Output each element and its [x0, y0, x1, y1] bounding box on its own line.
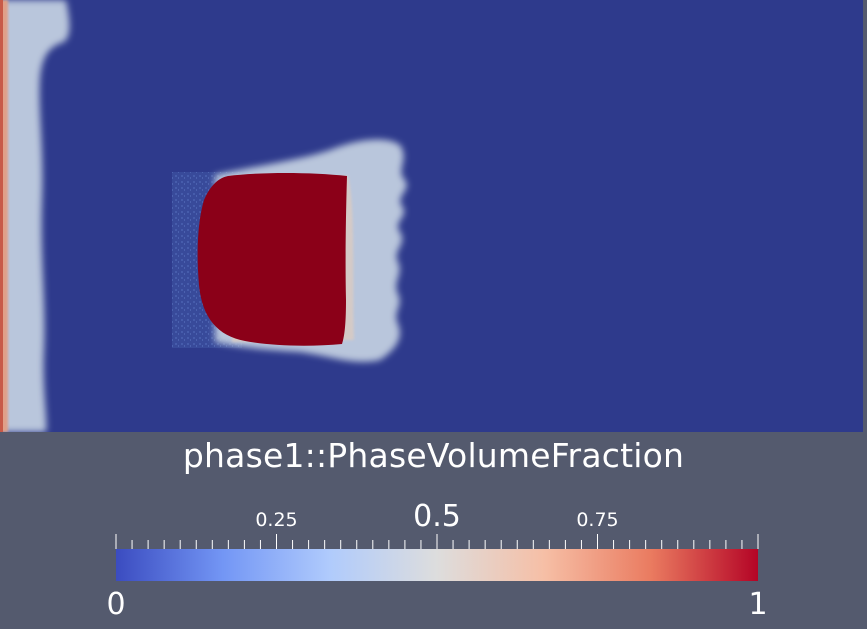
- colorbar-label: 0: [106, 587, 126, 622]
- left-wall-interface: [0, 0, 8, 432]
- droplet-core: [197, 173, 347, 346]
- render-viewport[interactable]: [0, 0, 867, 432]
- domain-background: [0, 0, 863, 432]
- colorbar-label: 1: [748, 587, 768, 622]
- colorbar-label: 0.75: [576, 509, 619, 531]
- legend-title: phase1::PhaseVolumeFraction: [182, 436, 685, 475]
- color-legend: 0 0.25 0.5 0.75 1: [0, 498, 867, 625]
- colorbar: [115, 534, 759, 581]
- colorbar-ticks: [115, 534, 759, 549]
- simulation-view: [0, 0, 863, 432]
- left-wall-layer: [0, 0, 70, 432]
- colorbar-gradient: [116, 549, 758, 581]
- colorbar-label: 0.25: [255, 509, 298, 531]
- colorbar-label: 0.5: [413, 499, 461, 534]
